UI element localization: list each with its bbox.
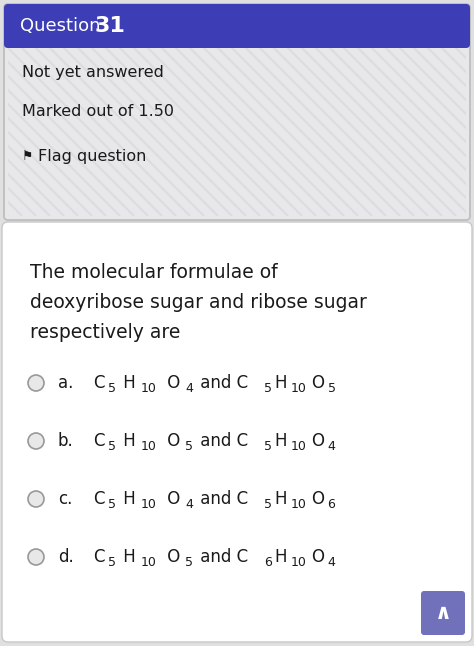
Text: 5: 5 (185, 439, 193, 452)
Text: and C: and C (195, 548, 248, 566)
Circle shape (28, 375, 44, 391)
Text: 10: 10 (291, 439, 306, 452)
Text: 5: 5 (328, 382, 336, 395)
Text: Marked out of 1.50: Marked out of 1.50 (22, 105, 174, 120)
Text: 10: 10 (141, 497, 157, 510)
Text: O: O (162, 432, 180, 450)
Text: C: C (93, 432, 104, 450)
Text: H: H (274, 432, 287, 450)
Text: H: H (118, 490, 136, 508)
Text: C: C (93, 490, 104, 508)
Text: 10: 10 (290, 497, 306, 510)
Text: 10: 10 (290, 382, 306, 395)
Text: O: O (311, 374, 324, 392)
Text: respectively are: respectively are (30, 323, 181, 342)
Text: O: O (162, 490, 180, 508)
Text: C: C (93, 374, 104, 392)
Text: 4: 4 (185, 382, 193, 395)
Text: 31: 31 (95, 16, 126, 36)
Text: H: H (118, 374, 136, 392)
Text: H: H (274, 548, 287, 566)
Text: Not yet answered: Not yet answered (22, 65, 164, 79)
Text: 10: 10 (141, 439, 157, 452)
Text: Question: Question (20, 17, 106, 35)
Text: 5: 5 (108, 439, 116, 452)
Text: 5: 5 (185, 556, 193, 568)
Text: H: H (274, 490, 287, 508)
Text: O: O (311, 548, 324, 566)
Text: ⚑: ⚑ (22, 149, 33, 163)
Text: a.: a. (58, 374, 73, 392)
Text: and C: and C (195, 432, 248, 450)
Text: C: C (93, 548, 104, 566)
Text: H: H (118, 432, 136, 450)
Text: O: O (311, 432, 324, 450)
Text: deoxyribose sugar and ribose sugar: deoxyribose sugar and ribose sugar (30, 293, 367, 312)
Text: 6: 6 (264, 556, 272, 568)
FancyBboxPatch shape (4, 4, 470, 220)
Text: 4: 4 (328, 556, 336, 568)
Text: 10: 10 (290, 556, 306, 568)
Text: and C: and C (195, 374, 248, 392)
Text: 5: 5 (264, 382, 272, 395)
Text: H: H (274, 374, 287, 392)
Text: O: O (311, 490, 324, 508)
Text: 10: 10 (141, 556, 157, 568)
Text: 6: 6 (328, 497, 336, 510)
Text: Flag question: Flag question (38, 149, 146, 163)
Circle shape (28, 549, 44, 565)
FancyBboxPatch shape (2, 222, 472, 642)
Text: O: O (162, 548, 180, 566)
Text: O: O (162, 374, 180, 392)
Text: 4: 4 (328, 439, 336, 452)
Text: ∧: ∧ (435, 603, 452, 623)
Text: and C: and C (195, 490, 248, 508)
Text: 5: 5 (264, 439, 272, 452)
Text: c.: c. (58, 490, 73, 508)
Text: H: H (118, 548, 136, 566)
Text: b.: b. (58, 432, 74, 450)
Text: 5: 5 (108, 382, 116, 395)
Circle shape (28, 433, 44, 449)
Text: 4: 4 (185, 497, 193, 510)
Text: 5: 5 (108, 497, 116, 510)
FancyBboxPatch shape (4, 4, 470, 48)
Text: 5: 5 (264, 497, 272, 510)
Circle shape (28, 491, 44, 507)
Text: d.: d. (58, 548, 74, 566)
FancyBboxPatch shape (421, 591, 465, 635)
Text: 10: 10 (141, 382, 157, 395)
Text: The molecular formulae of: The molecular formulae of (30, 263, 278, 282)
Text: 5: 5 (108, 556, 116, 568)
